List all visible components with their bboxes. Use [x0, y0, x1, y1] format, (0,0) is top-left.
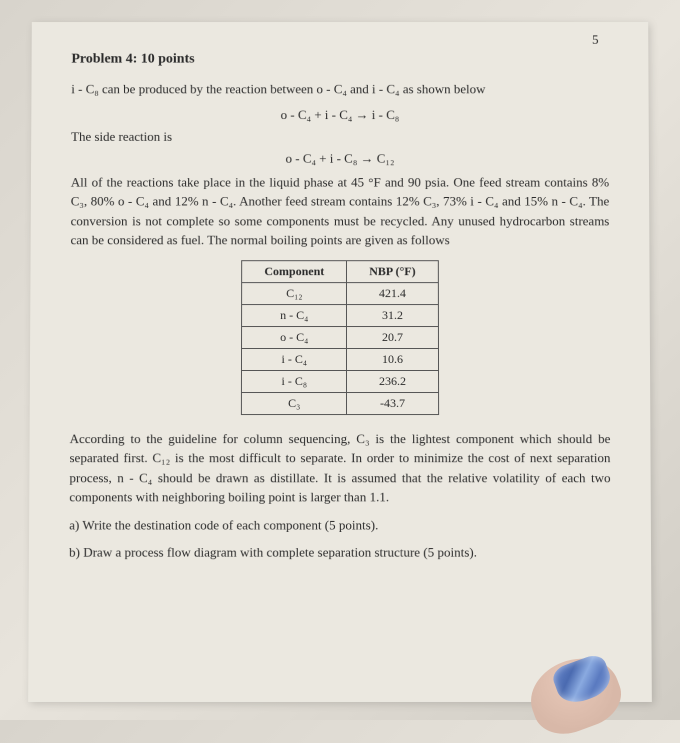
page-number: 5	[592, 32, 599, 48]
table-cell-comp: n - C₄	[242, 304, 347, 326]
table-cell-nbp: 10.6	[347, 348, 438, 370]
table-cell-comp: o - C₄	[242, 326, 347, 348]
table-row: C₃ -43.7	[242, 392, 439, 414]
equation-side: o - C₄ + i - C₈ → C₁₂	[71, 150, 609, 166]
table-cell-nbp: -43.7	[347, 392, 439, 414]
table-row: o - C₄ 20.7	[242, 326, 438, 348]
table-cell-comp: i - C₈	[242, 370, 347, 392]
equation-main: o - C₄ + i - C₄ → i - C₈	[71, 107, 609, 123]
table-header-nbp: NBP (°F)	[347, 260, 438, 282]
problem-title: Problem 4: 10 points	[71, 52, 608, 68]
document-page: 5 Problem 4: 10 points i - C₈ can be pro…	[28, 22, 652, 702]
table-header-row: Component NBP (°F)	[242, 260, 438, 282]
table-cell-nbp: 421.4	[347, 282, 438, 304]
table-row: C₁₂ 421.4	[242, 282, 438, 304]
table-row: i - C₄ 10.6	[242, 348, 439, 370]
table-cell-nbp: 20.7	[347, 326, 438, 348]
table-row: n - C₄ 31.2	[242, 304, 438, 326]
side-reaction-label: The side reaction is	[71, 128, 609, 144]
question-a: a) Write the destination code of each co…	[69, 515, 611, 535]
table-cell-comp: C₁₂	[242, 282, 347, 304]
paragraph-conditions: All of the reactions take place in the l…	[71, 172, 610, 250]
table-cell-nbp: 236.2	[347, 370, 439, 392]
intro-text: i - C₈ can be produced by the reaction b…	[71, 79, 609, 98]
nbp-table: Component NBP (°F) C₁₂ 421.4 n - C₄ 31.2…	[241, 260, 439, 415]
paragraph-guideline: According to the guideline for column se…	[69, 429, 610, 507]
table-cell-nbp: 31.2	[347, 304, 438, 326]
question-b: b) Draw a process flow diagram with comp…	[69, 543, 611, 563]
table-cell-comp: C₃	[242, 392, 347, 414]
table-row: i - C₈ 236.2	[242, 370, 439, 392]
table-cell-comp: i - C₄	[242, 348, 347, 370]
table-header-component: Component	[242, 260, 347, 282]
